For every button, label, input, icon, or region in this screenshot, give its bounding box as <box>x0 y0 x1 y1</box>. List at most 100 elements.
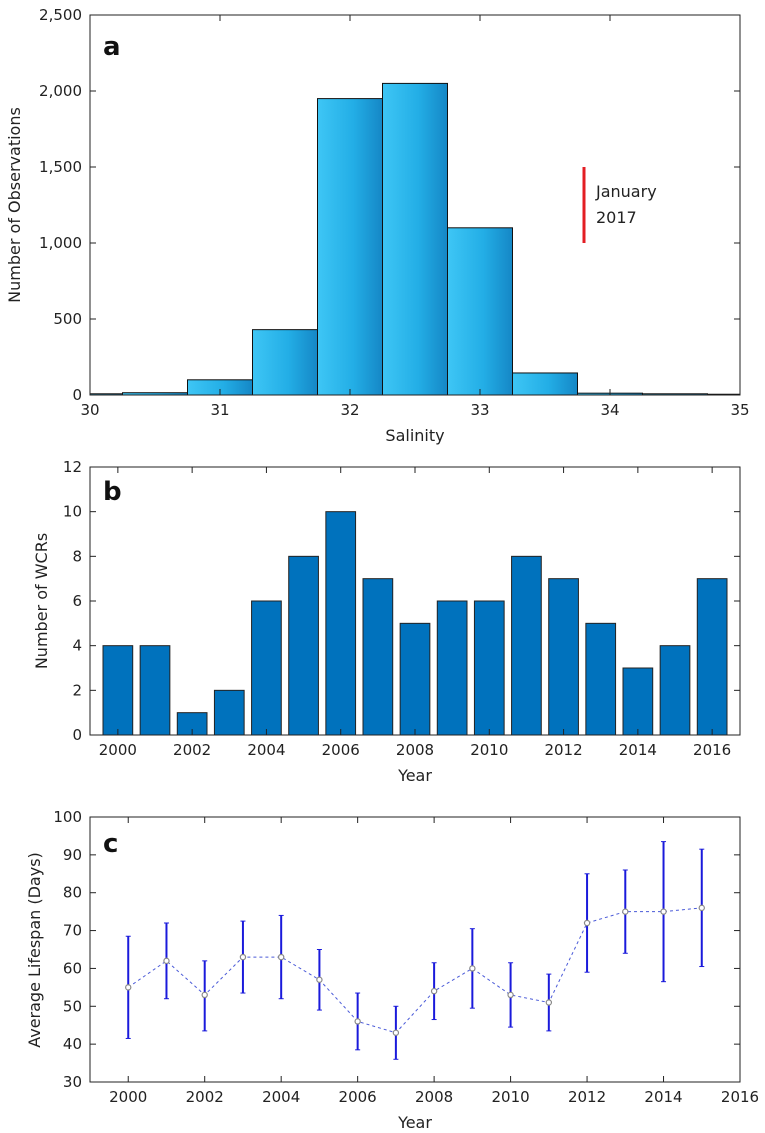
histogram-bar <box>317 98 383 396</box>
y-tick-label: 4 <box>72 637 82 655</box>
wcr-bar <box>622 667 654 736</box>
wcr-bar <box>696 578 728 736</box>
y-tick-label: 50 <box>63 997 82 1015</box>
x-tick-label: 2006 <box>339 1088 377 1106</box>
x-tick-label: 33 <box>470 401 489 419</box>
wcr-bar <box>585 622 617 736</box>
x-tick-label: 2010 <box>491 1088 529 1106</box>
wcr-bar <box>473 600 505 736</box>
panel-a: 30 31 32 33 34 35 0 500 1,000 1,500 2,000 2,500 a J… <box>5 6 750 445</box>
x-axis-title-c: Year <box>397 1113 432 1132</box>
x-tick-label: 32 <box>340 401 359 419</box>
wcr-bar <box>362 578 394 736</box>
y-tick-label: 500 <box>53 310 82 328</box>
wcr-bar <box>325 511 357 736</box>
wcr-bar <box>251 600 282 736</box>
y-tick-label: 6 <box>72 592 82 610</box>
x-tick-label: 2000 <box>109 1088 147 1106</box>
histogram-bar <box>382 82 448 396</box>
y-tick-label: 0 <box>72 726 82 744</box>
x-tick-label: 2002 <box>173 741 211 759</box>
y-axis-title-c: Average Lifespan (Days) <box>25 852 44 1048</box>
data-point <box>201 991 208 999</box>
y-tick-label: 10 <box>63 503 82 521</box>
wcr-bar <box>659 645 691 736</box>
y-tick-label: 1,000 <box>39 234 82 252</box>
ticks-c: 2000 2002 2004 2006 2008 2010 2012 2014 2016 30 40… <box>53 808 759 1106</box>
x-tick-label: 31 <box>210 401 229 419</box>
data-point <box>354 1018 361 1025</box>
wcr-bar <box>548 578 579 736</box>
wcr-bar <box>511 555 542 736</box>
data-point <box>622 908 629 915</box>
data-point <box>545 999 553 1006</box>
panel-label-c: c <box>103 829 118 859</box>
data-point <box>430 987 438 995</box>
y-tick-label: 1,500 <box>39 158 82 176</box>
y-tick-label: 90 <box>63 846 82 864</box>
y-tick-label: 2,000 <box>39 82 82 100</box>
axes-box-c <box>89 816 741 1083</box>
data-point <box>277 953 285 961</box>
y-tick-label: 2 <box>72 681 82 699</box>
y-axis-title-a: Number of Observations <box>5 107 24 303</box>
y-tick-label: 70 <box>63 922 82 940</box>
data-point <box>660 908 667 915</box>
x-axis-title-a: Salinity <box>385 426 444 445</box>
y-tick-label: 60 <box>63 959 82 977</box>
y-tick-label: 12 <box>63 458 82 476</box>
x-tick-label: 2000 <box>99 741 137 759</box>
x-tick-label: 2012 <box>544 741 582 759</box>
x-tick-label: 30 <box>80 401 99 419</box>
x-tick-label: 2004 <box>262 1088 300 1106</box>
x-tick-label: 34 <box>600 401 619 419</box>
y-axis-title-b: Number of WCRs <box>32 533 51 669</box>
data-point <box>316 976 323 983</box>
wcr-bars <box>102 511 728 736</box>
data-point <box>392 1029 400 1036</box>
data-point <box>698 904 705 912</box>
y-tick-label: 8 <box>72 547 82 565</box>
panel-c: 2000 2002 2004 2006 2008 2010 2012 2014 2016 30 40… <box>25 808 759 1132</box>
data-point <box>469 965 476 972</box>
x-tick-label: 35 <box>730 401 749 419</box>
ticks-a: 30 31 32 33 34 35 0 500 1,000 1,500 2,000 2,500 <box>39 6 750 419</box>
histogram-bar <box>512 372 578 396</box>
wcr-bar <box>288 555 319 736</box>
y-tick-label: 30 <box>63 1073 82 1091</box>
x-tick-label: 2006 <box>322 741 360 759</box>
wcr-bar <box>399 622 431 736</box>
wcr-bar <box>436 600 468 736</box>
axes-box-a <box>89 14 741 396</box>
lifespan-line <box>127 907 702 1034</box>
x-axis-title-b: Year <box>397 766 432 785</box>
histogram-bar <box>252 329 318 396</box>
x-tick-label: 2012 <box>568 1088 606 1106</box>
wcr-bar <box>213 689 245 736</box>
y-tick-label: 0 <box>72 386 82 404</box>
data-point <box>125 984 132 991</box>
data-point <box>507 991 514 999</box>
x-tick-label: 2008 <box>415 1088 453 1106</box>
x-tick-label: 2014 <box>644 1088 682 1106</box>
x-tick-label: 2002 <box>186 1088 224 1106</box>
histogram-bar <box>447 227 513 396</box>
y-tick-label: 40 <box>63 1035 82 1053</box>
annotation-2017: 2017 <box>596 208 637 227</box>
panel-label-a: a <box>103 32 121 62</box>
panel-b: 2000 2002 2004 2006 2008 2010 2012 2014 2016 0 2 4 6… <box>32 458 741 785</box>
x-tick-label: 2016 <box>721 1088 759 1106</box>
data-point <box>239 953 247 961</box>
x-tick-label: 2004 <box>247 741 285 759</box>
annotation-january: January <box>595 182 657 201</box>
y-tick-label: 2,500 <box>39 6 82 24</box>
ticks-b: 2000 2002 2004 2006 2008 2010 2012 2014 2016 0 2 4 6… <box>63 458 740 759</box>
panel-label-b: b <box>103 477 122 507</box>
y-tick-label: 100 <box>53 808 82 826</box>
x-tick-label: 2014 <box>619 741 657 759</box>
lifespan-plot <box>125 841 705 1060</box>
x-tick-label: 2010 <box>470 741 508 759</box>
wcr-bar <box>102 645 134 736</box>
histogram-bars <box>89 82 741 396</box>
